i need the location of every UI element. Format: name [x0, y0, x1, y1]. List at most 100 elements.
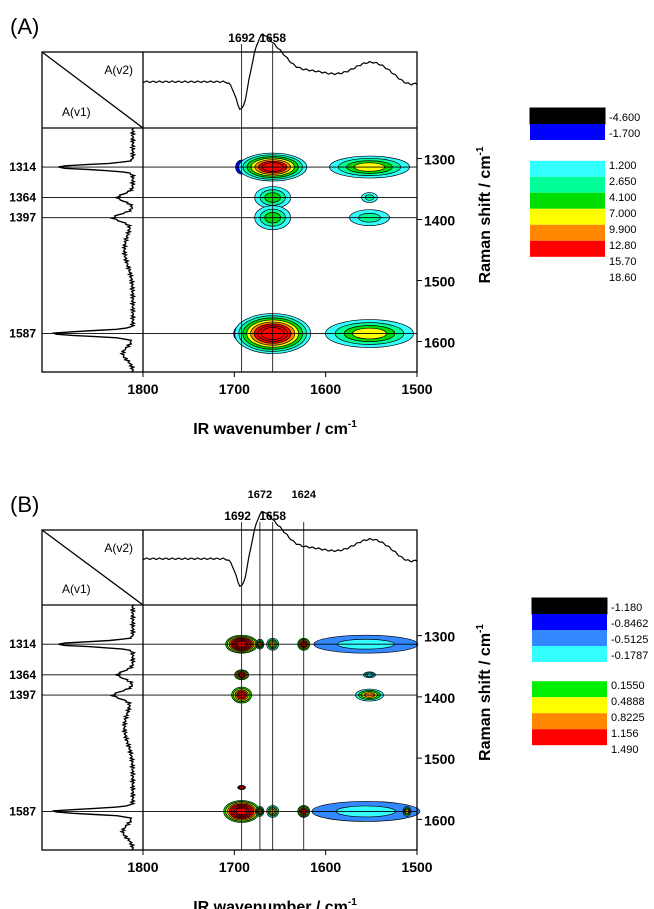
colorbar-swatch [532, 729, 607, 746]
y-axis-label-text: Raman shift / cm [477, 633, 494, 761]
raman-marker-label: 1364 [9, 668, 36, 682]
ir-spectrum-line [142, 510, 418, 587]
raman-marker-label: 1587 [9, 804, 36, 818]
contour-peaks [223, 634, 421, 823]
colorbar-swatch [532, 713, 607, 730]
y-tick-label: 1500 [424, 274, 455, 290]
y-tick-label: 1500 [424, 751, 455, 767]
y-tick-label: 1600 [424, 335, 455, 351]
raman-marker-label: 1314 [9, 160, 36, 174]
colorbar-swatch [530, 124, 605, 140]
y-tick-label: 1300 [424, 152, 455, 168]
colorbar-label: -0.5125 [611, 634, 648, 646]
colorbar-swatch [532, 681, 607, 698]
colorbar-label: 1.156 [611, 728, 639, 740]
plot-frame [41, 529, 418, 851]
colorbar-label: 4.100 [609, 192, 637, 204]
colorbar-swatch [529, 107, 606, 125]
ir-marker-label: 1624 [292, 489, 317, 501]
raman-marker-label: 1314 [9, 637, 36, 651]
corner-label-bottom: A(v1) [62, 582, 91, 596]
contour-peaks [233, 152, 414, 354]
y-tick-label: 1600 [424, 812, 455, 828]
x-axis-label-sup: -1 [348, 897, 357, 908]
colorbar-swatch [530, 240, 605, 257]
colorbar-swatch [530, 160, 605, 177]
colorbar-label: -1.700 [609, 128, 640, 140]
raman-marker-label: 1397 [9, 211, 36, 225]
colorbar-swatch [532, 646, 607, 662]
colorbar-swatch [530, 224, 605, 241]
corner-label-bottom: A(v1) [62, 105, 91, 119]
panel-b: (B) A(v2) A(v1) 1692 1672 1658 1624 1314 1364 139… [9, 489, 648, 909]
colorbar-label: -4.600 [609, 112, 640, 124]
colorbar-swatch [530, 208, 605, 225]
y-axis-label-text: Raman shift / cm [477, 155, 494, 283]
x-axis-label: IR wavenumber / cm-1 [193, 897, 357, 909]
colorbar-label: 18.60 [609, 272, 637, 284]
ir-spectrum-line [142, 33, 418, 110]
ir-marker-label: 1658 [259, 509, 286, 523]
y-axis-label: Raman shift / cm-1 [475, 624, 494, 761]
ir-marker-label: 1672 [248, 489, 272, 501]
colorbar-label: 7.000 [609, 208, 637, 220]
x-tick-label: 1700 [219, 859, 250, 875]
raman-marker-label: 1587 [9, 327, 36, 341]
colorbar: -1.180 -0.8462 -0.5125 -0.1787 0.1550 0.4888 0… [531, 597, 648, 756]
colorbar-label: -0.8462 [611, 618, 648, 630]
x-axis-label: IR wavenumber / cm-1 [193, 419, 357, 438]
colorbar-label: 0.8225 [611, 712, 645, 724]
ir-marker-label: 1692 [228, 31, 255, 45]
y-tick-label: 1300 [424, 629, 455, 645]
colorbar-label: 1.200 [609, 160, 637, 172]
x-axis-label-text: IR wavenumber / cm [193, 421, 348, 438]
y-tick-label: 1400 [424, 213, 455, 229]
y-axis-label-sup: -1 [475, 624, 486, 633]
colorbar-label: 9.900 [609, 224, 637, 236]
ir-marker-label: 1658 [259, 31, 286, 45]
corner-label-top: A(v2) [104, 63, 133, 77]
colorbar-label: 0.4888 [611, 696, 645, 708]
colorbar-label: -0.1787 [611, 650, 648, 662]
y-tick-label: 1400 [424, 690, 455, 706]
colorbar-swatch [532, 630, 607, 646]
raman-spectrum-line [51, 127, 137, 373]
colorbar-label: 15.70 [609, 256, 637, 268]
colorbar-swatch [532, 697, 607, 714]
outer-border [41, 529, 418, 851]
x-tick-label: 1800 [127, 381, 158, 397]
colorbar-label: 2.650 [609, 176, 637, 188]
colorbar: -4.600 -1.700 1.200 2.650 4.100 7.000 9.900 12.… [529, 107, 640, 284]
outer-border [41, 51, 418, 373]
y-axis-label: Raman shift / cm-1 [475, 146, 494, 283]
x-axis-label-text: IR wavenumber / cm [193, 899, 348, 909]
raman-marker-label: 1397 [9, 688, 36, 702]
x-tick-label: 1800 [127, 859, 158, 875]
x-axis-label-sup: -1 [348, 419, 357, 430]
x-tick-label: 1600 [310, 381, 341, 397]
colorbar-label: 12.80 [609, 240, 637, 252]
corner-diagonal [41, 529, 144, 606]
colorbar-swatch [532, 614, 607, 630]
corner-label-top: A(v2) [104, 541, 133, 555]
y-axis-label-sup: -1 [475, 146, 486, 155]
colorbar-swatch [530, 176, 605, 193]
colorbar-swatch [530, 192, 605, 209]
corner-diagonal [41, 51, 144, 129]
plot-frame [41, 51, 418, 373]
ir-marker-label: 1692 [224, 509, 251, 523]
x-tick-label: 1700 [219, 381, 250, 397]
colorbar-swatch [531, 597, 608, 615]
x-tick-label: 1500 [401, 859, 432, 875]
colorbar-label: -1.180 [611, 602, 642, 614]
panel-a: (A) A(v2) A(v1) 1692 1658 1314 1364 1397 1587 180… [9, 14, 640, 438]
panel-label: (A) [10, 14, 39, 39]
x-tick-label: 1500 [401, 381, 432, 397]
panel-label: (B) [10, 492, 39, 517]
raman-marker-label: 1364 [9, 191, 36, 205]
colorbar-label: 0.1550 [611, 680, 645, 692]
x-tick-label: 1600 [310, 859, 341, 875]
colorbar-label: 1.490 [611, 744, 639, 756]
raman-spectrum-line [51, 604, 137, 851]
